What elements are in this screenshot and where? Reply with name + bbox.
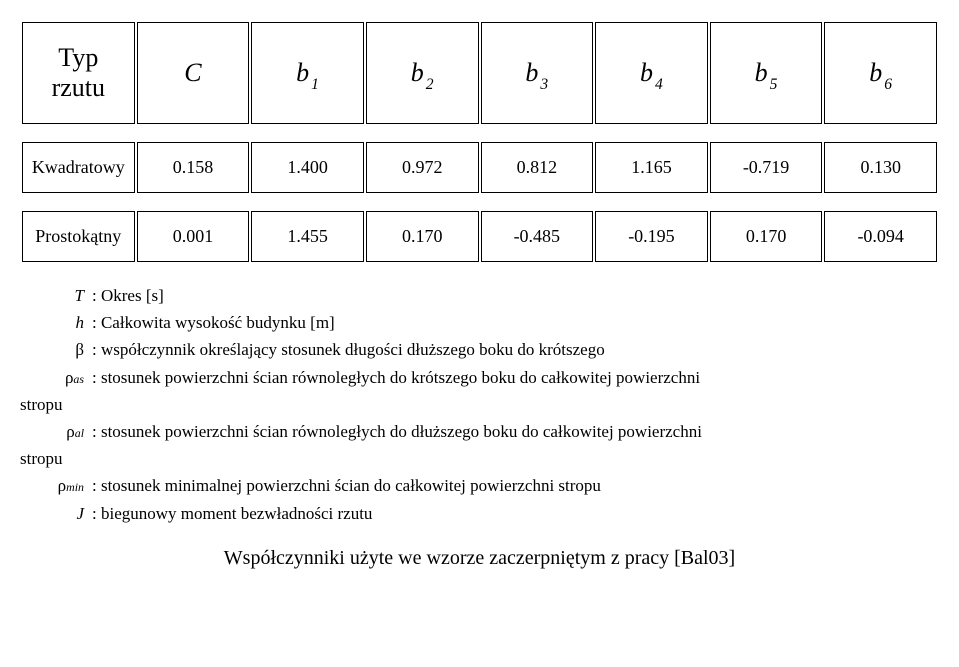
def-text: : stosunek powierzchni ścian równoległyc… [92,364,700,391]
def-line: J : biegunowy moment bezwładności rzutu [20,500,939,527]
coefficients-row2-table: Prostokątny 0.001 1.455 0.170 -0.485 -0.… [20,209,939,264]
col-header-b3: b3 [481,22,594,124]
def-line: ρal : stosunek powierzchni ścian równole… [20,418,939,445]
def-symbol-J: J [20,500,92,527]
cell-value: 0.001 [137,211,250,262]
def-symbol-T: T [20,282,92,309]
definitions-block: T : Okres [s] h : Całkowita wysokość bud… [20,282,939,527]
def-symbol-h: h [20,309,92,336]
coefficients-header-table: Typ rzutu C b1 b2 b3 b4 b5 b6 [20,20,939,126]
def-symbol-rho-min: ρmin [20,472,92,499]
cell-value: 0.812 [481,142,594,193]
cell-value: 0.972 [366,142,479,193]
def-text: : Całkowita wysokość budynku [m] [92,309,335,336]
col-header-C: C [137,22,250,124]
def-line-continuation: stropu [20,391,939,418]
def-symbol-beta: β [20,336,92,363]
cell-value: 0.130 [824,142,937,193]
def-text: stropu [20,445,63,472]
def-text: stropu [20,391,63,418]
cell-value: 0.170 [366,211,479,262]
cell-value: -0.094 [824,211,937,262]
def-line: ρmin : stosunek minimalnej powierzchni ś… [20,472,939,499]
cell-value: 1.400 [251,142,364,193]
footer-caption: Współczynniki użyte we wzorze zaczerpnię… [20,547,939,570]
def-symbol-rho-as: ρas [20,364,92,391]
cell-value: 0.170 [710,211,823,262]
label-column-header: Typ rzutu [22,22,135,124]
def-line: ρas : stosunek powierzchni ścian równole… [20,364,939,391]
cell-value: -0.719 [710,142,823,193]
def-line: T : Okres [s] [20,282,939,309]
col-header-b6: b6 [824,22,937,124]
col-header-b4: b4 [595,22,708,124]
coefficients-row1-table: Kwadratowy 0.158 1.400 0.972 0.812 1.165… [20,140,939,195]
col-header-b2: b2 [366,22,479,124]
def-text: : stosunek minimalnej powierzchni ścian … [92,472,601,499]
row-label: Kwadratowy [22,142,135,193]
cell-value: -0.485 [481,211,594,262]
table-row: Kwadratowy 0.158 1.400 0.972 0.812 1.165… [22,142,937,193]
def-text: : biegunowy moment bezwładności rzutu [92,500,372,527]
cell-value: 1.455 [251,211,364,262]
cell-value: 1.165 [595,142,708,193]
table-row: Prostokątny 0.001 1.455 0.170 -0.485 -0.… [22,211,937,262]
def-text: : współczynnik określający stosunek dług… [92,336,605,363]
def-symbol-rho-al: ρal [20,418,92,445]
def-text: : stosunek powierzchni ścian równoległyc… [92,418,702,445]
def-line: h : Całkowita wysokość budynku [m] [20,309,939,336]
def-line-continuation: stropu [20,445,939,472]
col-header-b1: b1 [251,22,364,124]
cell-value: -0.195 [595,211,708,262]
def-text: : Okres [s] [92,282,164,309]
row-label: Prostokątny [22,211,135,262]
def-line: β : współczynnik określający stosunek dł… [20,336,939,363]
table-header-row: Typ rzutu C b1 b2 b3 b4 b5 b6 [22,22,937,124]
col-header-b5: b5 [710,22,823,124]
cell-value: 0.158 [137,142,250,193]
